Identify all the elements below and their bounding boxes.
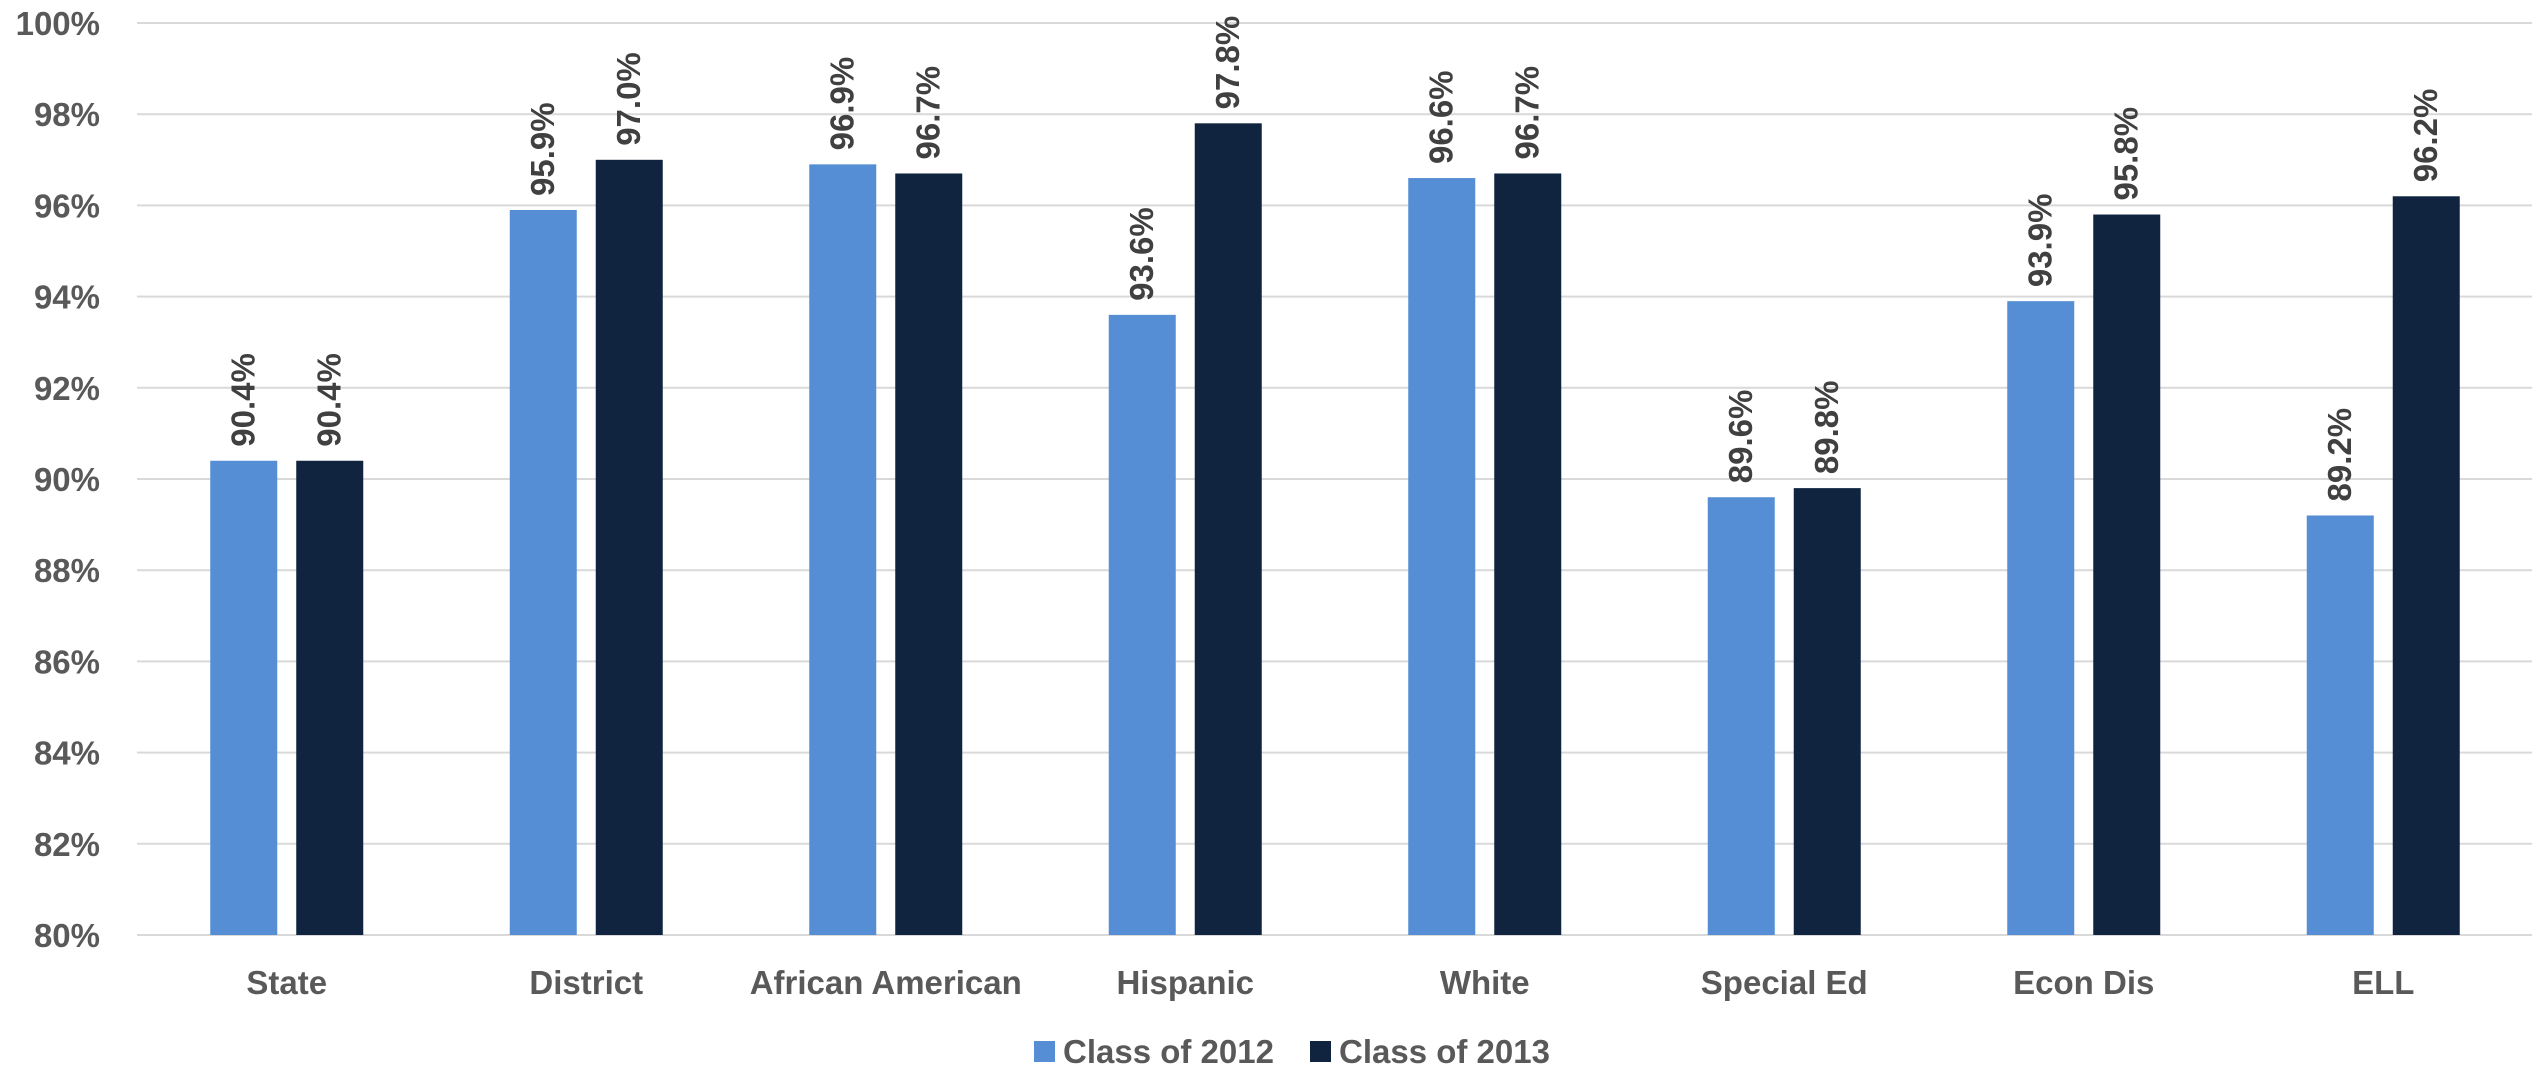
data-label: 96.2% [2407,89,2444,183]
data-label: 95.9% [524,102,561,196]
bar-class-2012 [509,209,577,935]
x-category-label: Econ Dis [2013,964,2154,1001]
bar-class-2012 [1108,314,1176,936]
legend-swatch [1034,1041,1055,1062]
data-label: 89.6% [1722,390,1759,484]
bar-class-2013 [296,460,364,935]
bar-class-2012 [809,164,877,936]
legend-swatch [1310,1041,1331,1062]
y-tick-label: 82% [34,826,100,863]
data-label: 96.7% [910,66,947,160]
data-label: 97.8% [1209,16,1246,110]
data-label: 95.8% [2108,107,2145,201]
data-label: 96.9% [824,57,861,151]
bar-class-2013 [2392,196,2460,935]
y-axis-tick-labels: 80% 82% 84% 86% 88% 90% 92% 94% 96% 98% 100% [16,5,100,954]
bar-class-2013 [895,173,963,936]
data-label: 93.6% [1123,207,1160,301]
bar-class-2013 [2093,214,2161,935]
x-category-label: State [246,964,327,1001]
data-label: 97.0% [610,52,647,146]
gridlines [137,22,2532,936]
bar-class-2012 [1707,497,1775,935]
data-label: 89.2% [2321,408,2358,502]
bar-class-2013 [1194,123,1262,935]
legend-entry-label: Class of 2012 [1063,1033,1274,1070]
y-tick-label: 90% [34,461,100,498]
data-label: 96.7% [1509,66,1546,160]
y-tick-label: 94% [34,279,100,316]
bar-class-2012 [210,460,278,935]
legend: Class of 2012 Class of 2013 [1034,1033,1550,1070]
bars [210,123,2460,936]
y-tick-label: 98% [34,96,100,133]
data-label: 90.4% [225,353,262,447]
y-tick-label: 80% [34,917,100,954]
x-category-label: Special Ed [1701,964,1868,1001]
data-label: 96.6% [1423,70,1460,164]
x-category-label: Hispanic [1116,964,1254,1001]
x-axis-category-labels: State District African American Hispanic Whi… [246,964,2414,1001]
bar-class-2013 [1494,173,1562,936]
data-label: 93.9% [2022,194,2059,288]
y-tick-label: 100% [16,5,100,42]
y-tick-label: 86% [34,643,100,680]
x-category-label: District [529,964,643,1001]
x-category-label: African American [750,964,1022,1001]
y-tick-label: 88% [34,552,100,589]
bar-class-2012 [2306,515,2374,935]
legend-entry-label: Class of 2013 [1339,1033,1550,1070]
y-tick-label: 92% [34,370,100,407]
bar-class-2013 [1793,488,1861,935]
y-tick-label: 84% [34,735,100,772]
x-category-label: White [1440,964,1530,1001]
y-tick-label: 96% [34,187,100,224]
data-labels: 90.4% 90.4% 95.9% 97.0% 96.9% 96.7% 93.6% 97.8%… [225,16,2445,502]
bar-class-2013 [595,159,663,936]
bar-class-2012 [2007,301,2075,935]
x-category-label: ELL [2352,964,2414,1001]
bar-class-2012 [1408,178,1476,936]
data-label: 90.4% [311,353,348,447]
data-label: 89.8% [1808,381,1845,475]
